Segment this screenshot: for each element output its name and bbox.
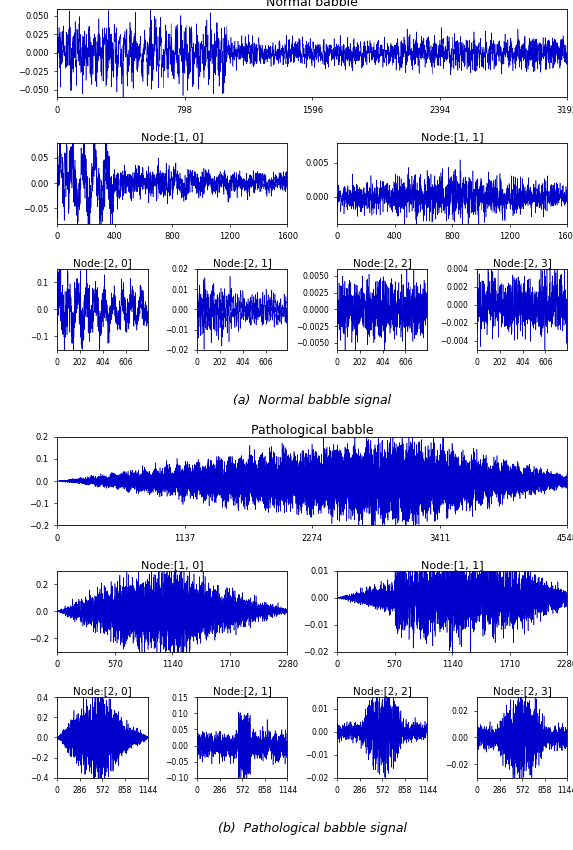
Title: Node:[2, 1]: Node:[2, 1]	[213, 258, 272, 269]
Title: Node:[1, 1]: Node:[1, 1]	[421, 132, 484, 142]
Title: Node:[2, 1]: Node:[2, 1]	[213, 686, 272, 696]
Title: Node:[1, 0]: Node:[1, 0]	[141, 560, 203, 570]
Title: Node:[1, 0]: Node:[1, 0]	[141, 132, 203, 142]
Title: Node:[2, 3]: Node:[2, 3]	[493, 258, 552, 269]
Text: (a)  Normal babble signal: (a) Normal babble signal	[233, 394, 391, 406]
Title: Node:[1, 1]: Node:[1, 1]	[421, 560, 484, 570]
Title: Pathological babble: Pathological babble	[251, 423, 374, 437]
Text: (b)  Pathological babble signal: (b) Pathological babble signal	[218, 822, 407, 835]
Title: Node:[2, 3]: Node:[2, 3]	[493, 686, 552, 696]
Title: Node:[2, 0]: Node:[2, 0]	[73, 686, 132, 696]
Title: Normal babble: Normal babble	[266, 0, 358, 8]
Title: Node:[2, 2]: Node:[2, 2]	[353, 686, 411, 696]
Title: Node:[2, 2]: Node:[2, 2]	[353, 258, 411, 269]
Title: Node:[2, 0]: Node:[2, 0]	[73, 258, 132, 269]
